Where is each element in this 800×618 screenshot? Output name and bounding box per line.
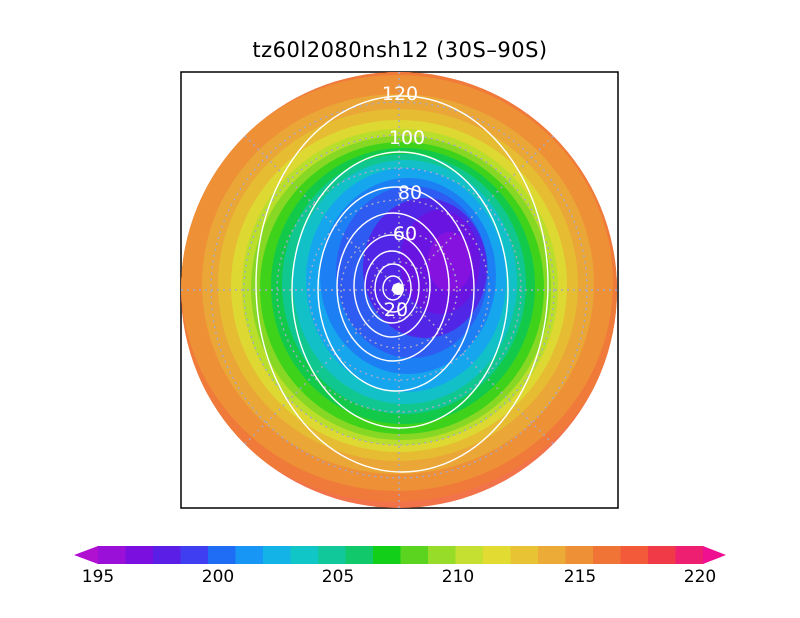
latitude-circle <box>340 231 458 349</box>
colorbar-swatch <box>98 546 127 564</box>
colorbar-swatch <box>180 546 209 564</box>
colorbar-tick-label: 200 <box>201 567 235 587</box>
meridian <box>398 134 555 291</box>
colorbar-swatch <box>208 546 237 564</box>
latitude-circle <box>370 261 428 319</box>
colorbar-swatch <box>483 546 512 564</box>
colorbar-tick-label: 195 <box>81 567 115 587</box>
meridian <box>398 289 555 446</box>
contour-label-120: 120 <box>382 83 418 105</box>
contour-label-20: 20 <box>384 299 408 321</box>
meridian <box>243 134 400 291</box>
colorbar-swatch <box>593 546 622 564</box>
contour-line <box>255 95 549 473</box>
colorbar-swatch <box>400 546 429 564</box>
contour-line <box>353 234 431 338</box>
graticule <box>181 72 617 508</box>
shade-band <box>428 232 472 292</box>
colorbar-swatch <box>538 546 567 564</box>
colorbar-swatch <box>345 546 374 564</box>
colorbar-swatch <box>565 546 594 564</box>
colorbar-swatch <box>620 546 649 564</box>
latitude-circle <box>243 134 555 446</box>
colorbar <box>74 546 726 564</box>
colorbar-swatch <box>125 546 154 564</box>
contour-labels: 120 100 80 60 20 <box>382 83 425 321</box>
colorbar-arrow-right <box>703 546 726 564</box>
contour-label-60: 60 <box>393 223 417 245</box>
colorbar-swatch <box>510 546 539 564</box>
colorbar-swatch <box>263 546 292 564</box>
plot-title: tz60l2080nsh12 (30S–90S) <box>252 38 548 62</box>
colorbar-swatch <box>153 546 182 564</box>
contour-line <box>291 151 509 429</box>
colorbar-tick-label: 205 <box>321 567 355 587</box>
colorbar-tick-label: 215 <box>563 567 597 587</box>
colorbar-swatch <box>290 546 319 564</box>
colorbar-swatch <box>428 546 457 564</box>
colorbar-swatch <box>373 546 402 564</box>
colorbar-swatch <box>675 546 704 564</box>
colorbar-tick-label: 210 <box>441 567 475 587</box>
pole-marker <box>392 283 404 295</box>
contour-line <box>374 263 412 313</box>
contour-lines <box>255 95 549 473</box>
contour-label-100: 100 <box>389 127 425 149</box>
meridian <box>243 289 400 446</box>
colorbar-swatch <box>235 546 264 564</box>
contour-line <box>336 212 450 362</box>
colorbar-swatch <box>648 546 677 564</box>
contour-line <box>317 186 475 392</box>
colorbar-arrow-left <box>74 546 98 564</box>
colorbar-tick-label: 220 <box>683 567 717 587</box>
contour-line <box>364 250 420 324</box>
contour-label-80: 80 <box>398 182 422 204</box>
colorbar-swatch <box>318 546 347 564</box>
colorbar-swatch <box>455 546 484 564</box>
